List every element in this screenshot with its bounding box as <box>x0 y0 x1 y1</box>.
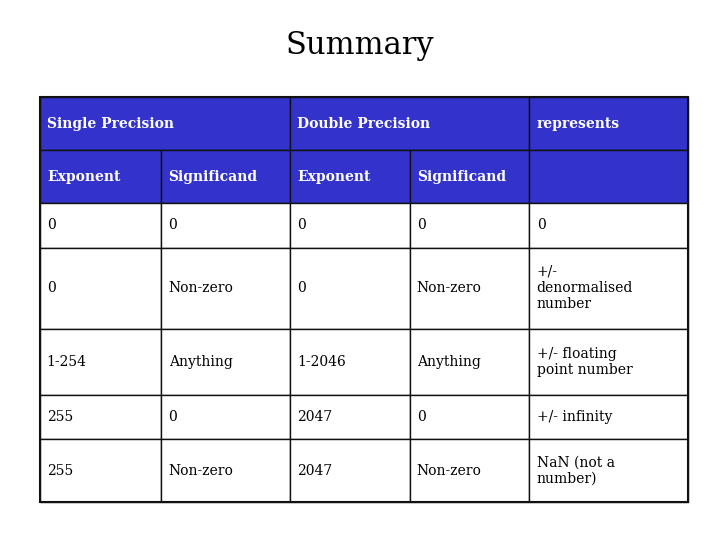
Text: NaN (not a
number): NaN (not a number) <box>536 456 615 486</box>
Bar <box>410 150 529 204</box>
Text: Significand: Significand <box>417 170 506 184</box>
Bar <box>161 204 289 247</box>
Text: 0: 0 <box>417 410 426 424</box>
Bar <box>40 150 161 204</box>
Text: Non-zero: Non-zero <box>417 281 482 295</box>
Bar <box>529 97 688 150</box>
Bar <box>529 204 688 247</box>
Bar <box>40 395 161 439</box>
Text: Double Precision: Double Precision <box>297 117 430 131</box>
Text: represents: represents <box>536 117 620 131</box>
Text: 0: 0 <box>297 281 306 295</box>
Text: 0: 0 <box>297 219 306 232</box>
Text: 0: 0 <box>47 219 55 232</box>
Bar <box>161 328 289 395</box>
Bar <box>529 247 688 328</box>
Bar <box>410 439 529 502</box>
Bar <box>40 204 161 247</box>
Bar <box>161 247 289 328</box>
Text: Non-zero: Non-zero <box>417 464 482 478</box>
Bar <box>161 395 289 439</box>
Bar <box>529 150 688 204</box>
Bar <box>410 395 529 439</box>
Text: 0: 0 <box>168 219 177 232</box>
Text: Exponent: Exponent <box>297 170 370 184</box>
Text: +/- infinity: +/- infinity <box>536 410 612 424</box>
Text: 0: 0 <box>417 219 426 232</box>
Bar <box>40 97 688 502</box>
Bar <box>40 97 289 150</box>
Bar <box>289 247 410 328</box>
Bar <box>289 328 410 395</box>
Text: Non-zero: Non-zero <box>168 464 233 478</box>
Bar <box>410 247 529 328</box>
Text: +/- floating
point number: +/- floating point number <box>536 347 632 377</box>
Text: 2047: 2047 <box>297 464 332 478</box>
Text: 0: 0 <box>536 219 546 232</box>
Bar <box>529 395 688 439</box>
Bar <box>40 328 161 395</box>
Text: +/-
denormalised
number: +/- denormalised number <box>536 265 633 311</box>
Bar <box>289 97 529 150</box>
Text: Exponent: Exponent <box>47 170 120 184</box>
Bar <box>40 247 161 328</box>
Bar <box>529 439 688 502</box>
Bar <box>289 395 410 439</box>
Text: 0: 0 <box>47 281 55 295</box>
Text: Anything: Anything <box>417 355 481 369</box>
Text: 1-2046: 1-2046 <box>297 355 346 369</box>
Text: 2047: 2047 <box>297 410 332 424</box>
Text: Single Precision: Single Precision <box>47 117 174 131</box>
Bar <box>161 439 289 502</box>
Bar <box>289 150 410 204</box>
Text: 0: 0 <box>168 410 177 424</box>
Bar <box>529 328 688 395</box>
Bar <box>410 328 529 395</box>
Text: Non-zero: Non-zero <box>168 281 233 295</box>
Text: 1-254: 1-254 <box>47 355 87 369</box>
Text: Significand: Significand <box>168 170 258 184</box>
Bar <box>410 204 529 247</box>
Bar <box>161 150 289 204</box>
Text: Anything: Anything <box>168 355 233 369</box>
Bar <box>289 439 410 502</box>
Bar <box>40 439 161 502</box>
Bar <box>289 204 410 247</box>
Text: Summary: Summary <box>286 30 434 62</box>
Text: 255: 255 <box>47 410 73 424</box>
Text: 255: 255 <box>47 464 73 478</box>
